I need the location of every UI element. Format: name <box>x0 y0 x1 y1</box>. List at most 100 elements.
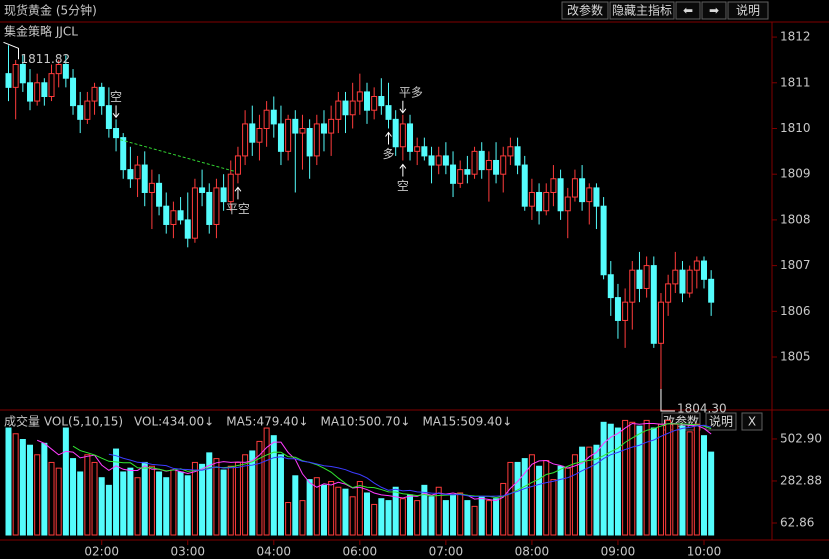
candle-body <box>313 123 320 157</box>
candle-body <box>708 278 715 303</box>
candle-body <box>127 169 134 180</box>
candle-body <box>184 219 191 239</box>
button[interactable]: ➡ <box>701 1 727 20</box>
volume-bar <box>471 505 478 536</box>
candle-body <box>528 191 535 207</box>
button-label[interactable]: 说明 <box>709 414 733 429</box>
volume-bar <box>521 458 528 536</box>
volume-bar <box>500 482 507 536</box>
candle-body <box>371 95 378 111</box>
candle-body <box>141 164 148 193</box>
volume-bar <box>170 469 177 536</box>
volume-bar <box>356 481 363 536</box>
signal-arrow <box>399 100 407 114</box>
candle-body <box>399 123 406 148</box>
candle-body <box>292 118 299 134</box>
volume-bar <box>91 461 98 536</box>
volume-bar <box>62 427 69 536</box>
volume-bar <box>399 498 406 536</box>
volume-bar <box>55 467 62 536</box>
readout: VOL:434.00↓ <box>134 415 214 429</box>
volume-bar <box>148 465 155 536</box>
button-box <box>561 1 609 20</box>
button[interactable]: ⬅ <box>675 1 701 20</box>
volume-bar <box>557 465 564 536</box>
volume-bar <box>335 486 342 536</box>
volume-bar <box>141 461 148 536</box>
candle-body <box>148 182 155 193</box>
button[interactable]: 说明 <box>705 412 737 431</box>
candle-body <box>335 100 342 120</box>
volume-bar <box>657 423 664 536</box>
button-label[interactable]: 改参数 <box>567 3 603 18</box>
signal-label: 平多 <box>399 85 423 99</box>
button[interactable]: 隐藏主指标 <box>609 1 675 20</box>
candle-body <box>349 100 356 116</box>
max-leader <box>3 41 19 60</box>
button-label[interactable]: ➡ <box>709 4 719 18</box>
candle-body <box>636 269 643 289</box>
candle-body <box>550 178 557 193</box>
signal-arrow <box>112 105 120 119</box>
signal-label: 平空 <box>226 202 250 216</box>
candle-body <box>19 64 26 84</box>
button-label[interactable]: ⬅ <box>683 4 693 18</box>
candle-body <box>414 146 421 152</box>
candle-body <box>306 127 313 157</box>
button-label[interactable]: 隐藏主指标 <box>612 3 672 18</box>
max-label: 1811.82 <box>21 52 71 66</box>
volume-bar <box>134 477 141 536</box>
candle-body <box>256 127 263 143</box>
button[interactable]: 改参数 <box>561 1 609 20</box>
signal-arrow <box>385 131 392 145</box>
volume-bar <box>672 423 679 536</box>
button[interactable]: 说明 <box>727 1 769 20</box>
candle-body <box>227 173 234 203</box>
candle-body <box>163 205 170 225</box>
candle-body <box>134 164 141 180</box>
volume-bar <box>421 484 428 536</box>
volume-bar <box>636 425 643 536</box>
button-box <box>609 1 675 20</box>
volume-bar <box>299 500 306 536</box>
volume-bar <box>679 425 686 536</box>
signal-label: 空 <box>397 179 409 193</box>
y-tick-label: 1812 <box>780 30 811 44</box>
button-label[interactable]: 说明 <box>736 3 760 18</box>
candle-body <box>564 196 571 212</box>
candle-body <box>571 178 578 198</box>
button-label[interactable]: X <box>748 415 756 429</box>
candle-body <box>364 91 370 111</box>
candle-body <box>170 210 177 225</box>
volume-bar <box>313 477 320 536</box>
candle-body <box>84 100 91 120</box>
volume-bar <box>77 471 84 536</box>
button[interactable]: X <box>741 412 763 431</box>
volume-bar <box>493 498 500 536</box>
volume-bar <box>607 423 614 536</box>
volume-bar <box>435 486 442 536</box>
candle-body <box>442 155 449 166</box>
volume-bar <box>328 481 335 536</box>
x-tick-label: 04:00 <box>256 545 291 559</box>
volume-bar <box>227 465 234 536</box>
candle-body <box>299 127 306 134</box>
volume-bar <box>285 502 292 536</box>
volume-bar <box>263 427 270 536</box>
volume-bar <box>105 484 112 536</box>
candle-body <box>629 269 636 303</box>
y-tick-label: 502.90 <box>780 431 822 445</box>
volume-bar <box>700 435 707 536</box>
volume-bar <box>586 446 593 536</box>
candle-body <box>693 260 700 271</box>
volume-bar <box>98 477 105 536</box>
candle-body <box>435 155 442 166</box>
x-tick-label: 03:00 <box>170 545 205 559</box>
volume-bar <box>457 492 464 536</box>
candle-body <box>34 82 41 102</box>
min-leader <box>660 389 675 412</box>
volume-bar <box>177 471 184 536</box>
volume-bar <box>19 439 26 536</box>
candle-body <box>328 118 335 134</box>
candle-body <box>579 178 586 203</box>
